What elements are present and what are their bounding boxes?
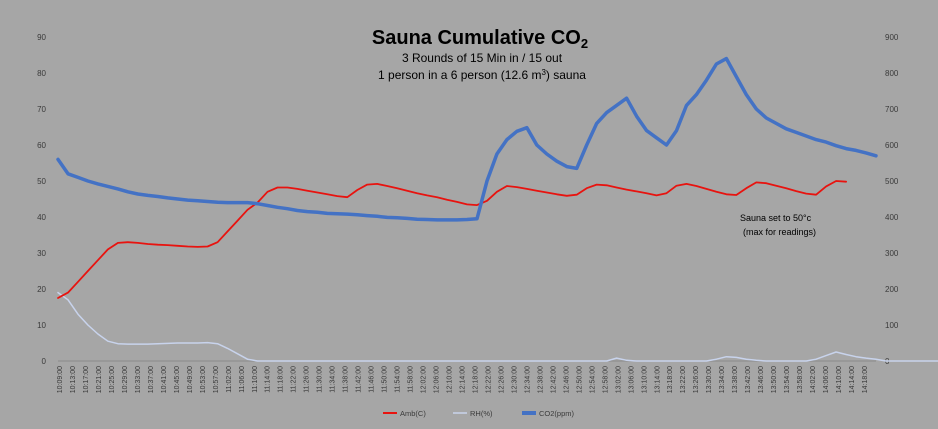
annotation-line1: Sauna set to 50°c — [740, 213, 812, 223]
x-tick-label: 11:18:00 — [278, 366, 285, 393]
x-tick-label: 11:26:00 — [304, 366, 311, 393]
y-right-tick-label: 900 — [885, 33, 899, 42]
legend-label: Amb(C) — [400, 409, 426, 418]
x-tick-label: 12:54:00 — [589, 366, 596, 393]
x-tick-label: 11:30:00 — [317, 366, 324, 393]
x-tick-label: 10:33:00 — [135, 366, 142, 393]
y-left-tick-label: 40 — [37, 213, 46, 222]
x-tick-label: 10:49:00 — [187, 366, 194, 393]
x-tick-label: 11:06:00 — [239, 366, 246, 393]
x-tick-label: 11:22:00 — [291, 366, 298, 393]
x-tick-label: 12:06:00 — [434, 366, 441, 393]
y-left-tick-label: 60 — [37, 141, 46, 150]
x-tick-label: 10:41:00 — [161, 366, 168, 393]
x-tick-label: 13:18:00 — [667, 366, 674, 393]
x-tick-label: 12:30:00 — [511, 366, 518, 393]
x-tick-label: 12:02:00 — [421, 366, 428, 393]
x-tick-label: 12:26:00 — [498, 366, 505, 393]
x-tick-label: 11:58:00 — [408, 366, 415, 393]
series-line-ambc — [57, 180, 847, 299]
y-right-tick-label: 800 — [885, 69, 899, 78]
x-tick-label: 12:58:00 — [602, 366, 609, 393]
legend-label: CO2(ppm) — [539, 409, 575, 418]
x-tick-label: 13:10:00 — [641, 366, 648, 393]
x-tick-label: 13:50:00 — [771, 366, 778, 393]
y-left-tick-label: 70 — [37, 105, 46, 114]
y-right-tick-label: 500 — [885, 177, 899, 186]
x-tick-label: 13:22:00 — [680, 366, 687, 393]
x-tick-label: 13:26:00 — [693, 366, 700, 393]
y-left-tick-label: 20 — [37, 285, 46, 294]
x-tick-label: 11:50:00 — [382, 366, 389, 393]
x-tick-label: 10:29:00 — [122, 366, 129, 393]
legend: Amb(C) RH(%) CO2(ppm) — [383, 409, 575, 418]
series-line-rh — [57, 291, 938, 362]
x-tick-label: 14:02:00 — [810, 366, 817, 393]
x-tick-label: 10:21:00 — [96, 366, 103, 393]
x-tick-label: 13:34:00 — [719, 366, 726, 393]
y-left-tick-label: 50 — [37, 177, 46, 186]
y-right-tick-label: 200 — [885, 285, 899, 294]
x-tick-label: 11:34:00 — [330, 366, 337, 393]
x-tick-label: 11:38:00 — [343, 366, 350, 393]
x-tick-label: 12:14:00 — [460, 366, 467, 393]
chart-title: Sauna Cumulative CO2 — [372, 27, 588, 51]
x-tick-label: 13:02:00 — [615, 366, 622, 393]
x-axis-ticks: 10:09:00 10:13:00 10:17:00 10:21:00 10:25:00… — [57, 366, 869, 393]
x-tick-label: 10:17:00 — [83, 366, 90, 393]
y-left-tick-label: 0 — [42, 357, 47, 366]
annotation-line2: (max for readings) — [743, 227, 816, 237]
x-tick-label: 13:54:00 — [784, 366, 791, 393]
y-left-tick-label: 10 — [37, 321, 46, 330]
x-tick-label: 13:14:00 — [654, 366, 661, 393]
x-tick-label: 11:42:00 — [356, 366, 363, 393]
series-layer — [56, 56, 938, 362]
x-tick-label: 11:46:00 — [369, 366, 376, 393]
x-tick-label: 14:06:00 — [823, 366, 830, 393]
y-right-tick-label: 100 — [885, 321, 899, 330]
x-tick-label: 12:38:00 — [537, 366, 544, 393]
x-tick-label: 13:38:00 — [732, 366, 739, 393]
y-axis-left: 0 10 20 30 40 50 60 70 80 90 — [37, 33, 46, 366]
x-tick-label: 11:54:00 — [395, 366, 402, 393]
series-line-co2ppm — [56, 56, 878, 222]
x-tick-label: 10:25:00 — [109, 366, 116, 393]
x-tick-label: 11:10:00 — [252, 366, 259, 393]
chart-subtitle-line1: 3 Rounds of 15 Min in / 15 out — [402, 51, 563, 65]
legend-label: RH(%) — [470, 409, 493, 418]
x-tick-label: 12:42:00 — [550, 366, 557, 393]
x-tick-label: 12:22:00 — [485, 366, 492, 393]
y-right-tick-label: 700 — [885, 105, 899, 114]
y-right-tick-label: 400 — [885, 213, 899, 222]
x-tick-label: 12:18:00 — [472, 366, 479, 393]
x-tick-label: 10:09:00 — [57, 366, 64, 393]
x-tick-label: 11:14:00 — [265, 366, 272, 393]
x-tick-label: 14:18:00 — [862, 366, 869, 393]
x-tick-label: 13:42:00 — [745, 366, 752, 393]
x-tick-label: 12:34:00 — [524, 366, 531, 393]
y-left-tick-label: 30 — [37, 249, 46, 258]
chart-subtitle-line2: 1 person in a 6 person (12.6 m3) sauna — [378, 68, 586, 82]
x-tick-label: 13:46:00 — [758, 366, 765, 393]
y-right-tick-label: 600 — [885, 141, 899, 150]
x-tick-label: 10:37:00 — [148, 366, 155, 393]
y-left-tick-label: 80 — [37, 69, 46, 78]
x-tick-label: 13:58:00 — [797, 366, 804, 393]
x-tick-label: 12:46:00 — [563, 366, 570, 393]
x-tick-label: 10:45:00 — [174, 366, 181, 393]
x-tick-label: 14:10:00 — [836, 366, 843, 393]
x-tick-label: 14:14:00 — [849, 366, 856, 393]
x-tick-label: 10:57:00 — [213, 366, 220, 393]
y-right-tick-label: 300 — [885, 249, 899, 258]
x-tick-label: 13:06:00 — [628, 366, 635, 393]
y-left-tick-label: 90 — [37, 33, 46, 42]
x-tick-label: 10:13:00 — [70, 366, 77, 393]
x-tick-label: 12:10:00 — [447, 366, 454, 393]
x-tick-label: 12:50:00 — [576, 366, 583, 393]
x-tick-label: 13:30:00 — [706, 366, 713, 393]
x-tick-label: 10:53:00 — [200, 366, 207, 393]
x-tick-label: 11:02:00 — [226, 366, 233, 393]
